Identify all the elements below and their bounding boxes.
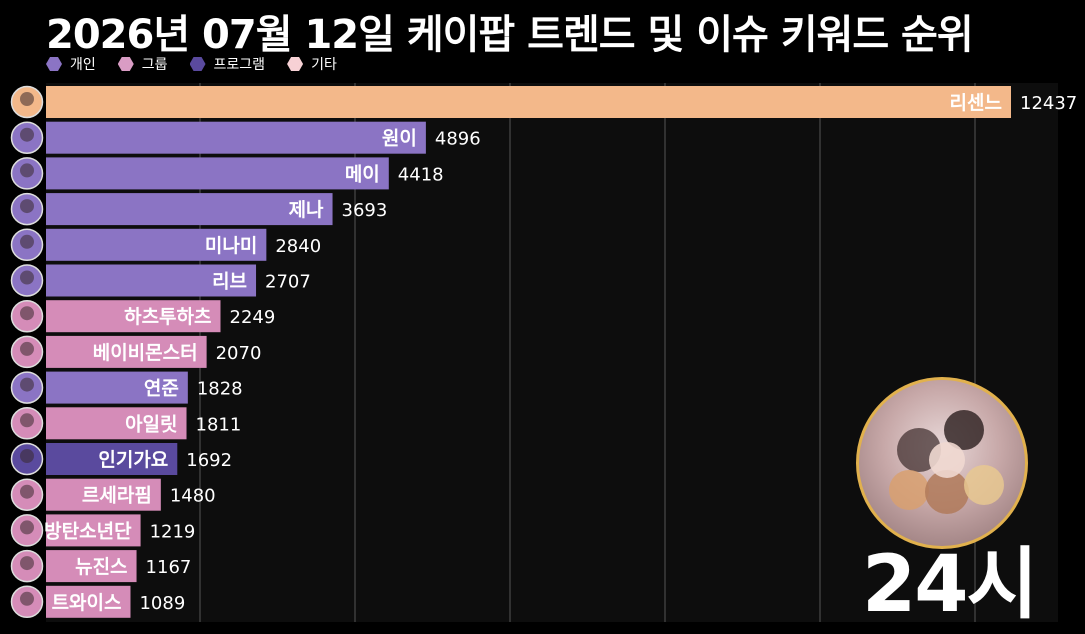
bar (46, 264, 257, 297)
value-label: 2840 (275, 236, 321, 257)
avatar-face (20, 234, 34, 249)
bar-label: 메이 (345, 163, 380, 185)
chart-title: 2026년 07월 12일 케이팝 트렌드 및 이슈 키워드 순위 (46, 12, 974, 58)
value-label: 3693 (342, 200, 388, 221)
bar-label: 리브 (212, 271, 247, 293)
bar (46, 585, 131, 618)
bar-label: 르세라핌 (82, 485, 152, 507)
avatar-face (20, 556, 34, 571)
bar (46, 121, 426, 154)
avatar-face (20, 270, 34, 285)
legend-item-other: 기타 (287, 54, 337, 74)
hour-label: 24시 (862, 540, 1038, 630)
legend-label: 프로그램 (213, 57, 266, 73)
legend: 개인 그룹 프로그램 기타 (46, 54, 337, 74)
bar-label: 방탄소년단 (44, 520, 132, 542)
legend-swatch-program (189, 57, 206, 71)
bar-label: 제나 (289, 199, 324, 221)
bar (46, 550, 137, 583)
avatar-face (20, 127, 34, 142)
legend-label: 개인 (70, 57, 96, 73)
value-label: 2070 (216, 343, 262, 364)
legend-item-group: 그룹 (117, 54, 168, 74)
bar (46, 335, 207, 368)
legend-item-individual: 개인 (46, 54, 96, 74)
value-label: 2249 (230, 307, 276, 328)
avatar-face (20, 341, 34, 356)
bar-label: 원이 (382, 128, 417, 150)
bar-label: 리센느 (950, 92, 1002, 114)
legend-item-program: 프로그램 (189, 54, 266, 74)
legend-swatch-group (117, 57, 134, 71)
bar (46, 228, 267, 261)
value-label: 4418 (398, 164, 444, 185)
avatar-face (20, 163, 34, 178)
legend-label: 그룹 (141, 57, 168, 73)
bar-label: 트와이스 (52, 592, 122, 614)
avatar-face (20, 484, 34, 499)
bar (46, 157, 389, 190)
avatar-face (20, 520, 34, 535)
value-label: 12437 (1020, 93, 1077, 114)
legend-swatch-other (287, 57, 304, 71)
legend-swatch-individual (46, 57, 62, 71)
value-label: 4896 (435, 129, 481, 150)
value-label: 1089 (139, 593, 185, 614)
avatar-face (20, 306, 34, 321)
avatar-face (20, 591, 34, 606)
avatar-face (20, 199, 34, 214)
bar (46, 478, 161, 511)
value-label: 1480 (170, 486, 216, 507)
avatar-face (20, 413, 34, 428)
value-label: 1692 (186, 450, 232, 471)
avatar-face (20, 377, 34, 392)
avatar-face (20, 92, 34, 106)
value-label: 2707 (265, 272, 311, 293)
bar-label: 인기가요 (98, 449, 168, 471)
avatar-face (20, 449, 34, 463)
bar (46, 371, 188, 404)
value-label: 1828 (197, 379, 243, 400)
bar (46, 300, 221, 333)
bar-label: 연준 (144, 378, 179, 400)
value-label: 1219 (150, 521, 196, 542)
bar-label: 하츠투하츠 (124, 306, 211, 328)
bar (46, 193, 333, 226)
bar-label: 뉴진스 (75, 556, 127, 578)
bar (46, 443, 178, 475)
bar (46, 407, 187, 440)
bar-label: 미나미 (205, 235, 257, 257)
legend-label: 기타 (311, 57, 337, 73)
bar-label: 베이비몬스터 (93, 342, 198, 364)
value-label: 1811 (196, 414, 242, 435)
value-label: 1167 (146, 557, 192, 578)
bar (46, 514, 141, 547)
bar (46, 86, 1011, 118)
bar-label: 아일릿 (125, 413, 177, 435)
featured-photo (856, 377, 1028, 549)
